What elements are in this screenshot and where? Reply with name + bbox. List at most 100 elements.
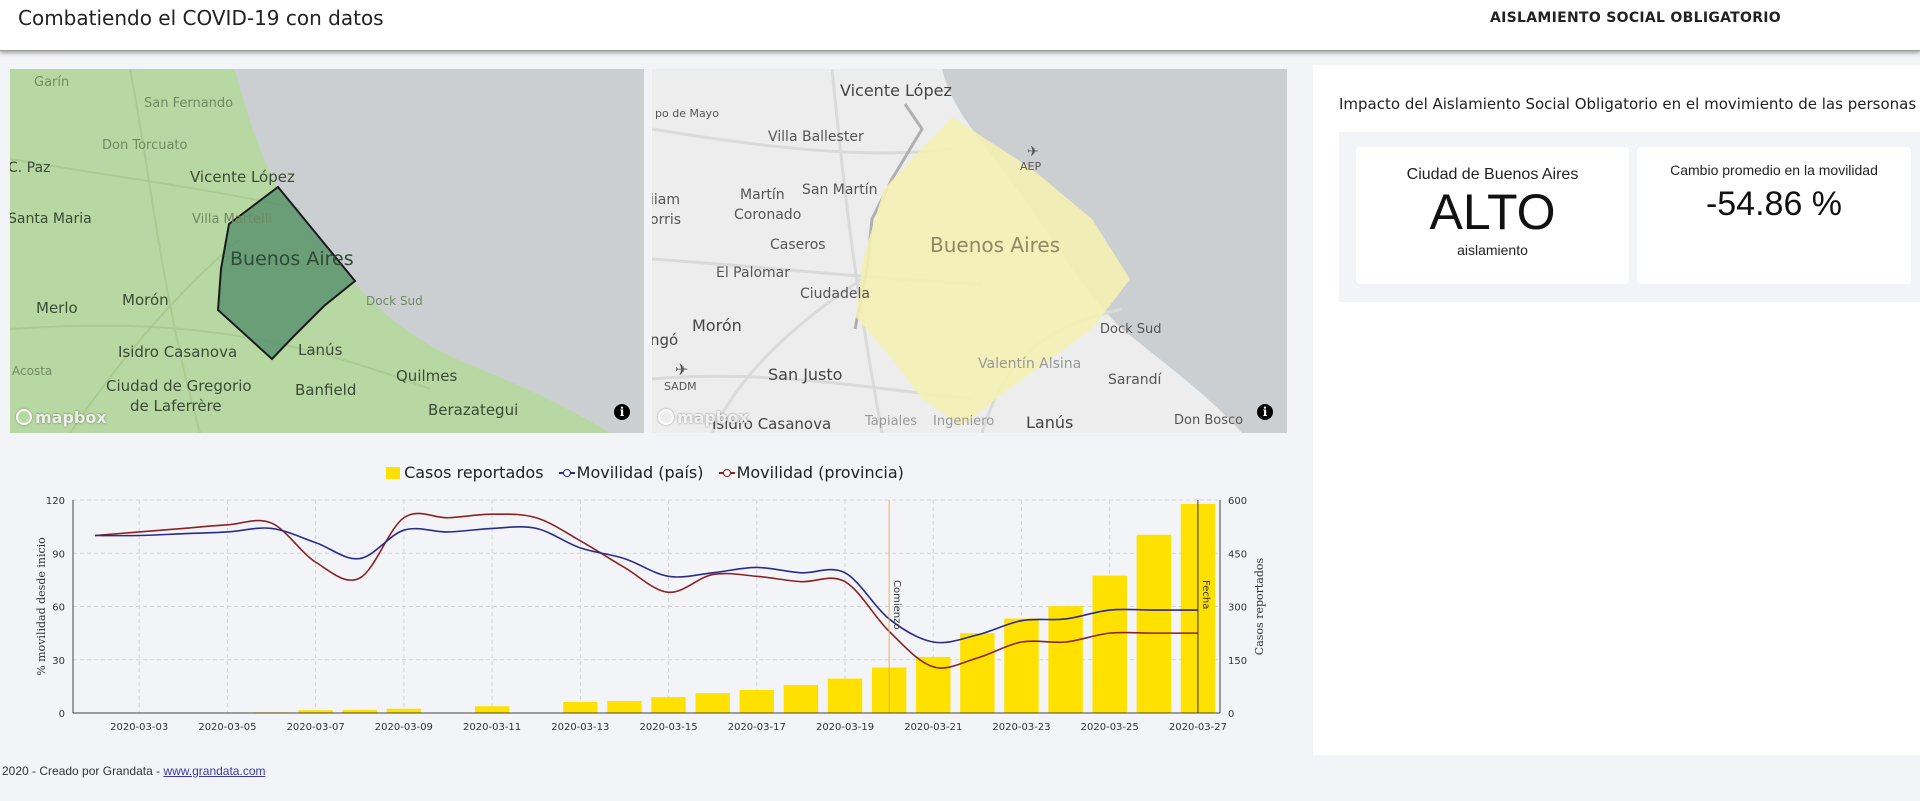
map-label: Ciudad de Gregorio — [106, 377, 252, 395]
caba-region — [856, 117, 1130, 426]
info-icon[interactable]: i — [614, 404, 630, 420]
map-label: Ingeniero — [933, 414, 994, 429]
map-label: Villa Ballester — [768, 129, 864, 145]
map-label: Acosta — [12, 364, 52, 378]
bar-casos — [960, 633, 995, 713]
y-tick-left: 120 — [46, 496, 65, 507]
map-label: Dock Sud — [366, 294, 423, 308]
y-tick-left: 90 — [52, 549, 65, 560]
map-label: Tapiales — [864, 414, 917, 429]
x-tick: 2020-03-27 — [1169, 722, 1227, 733]
y-axis-left-title: % movilidad desde inicio — [35, 537, 48, 676]
legend-casos[interactable]: Casos reportados — [386, 463, 544, 482]
footer-text: 2020 - Creado por Grandata - — [2, 764, 164, 778]
panel-title: Impacto del Aislamiento Social Obligator… — [1339, 95, 1917, 113]
map-label: Lanús — [1026, 413, 1073, 432]
map-label: C. Paz — [10, 160, 50, 176]
bar-casos — [651, 697, 686, 713]
card-mobility-label: Cambio promedio en la movilidad — [1670, 162, 1878, 178]
x-tick: 2020-03-05 — [198, 722, 256, 733]
map-right-canvas[interactable]: Vicente López po de Mayo Villa Ballester… — [652, 69, 1287, 433]
bar-casos — [916, 656, 951, 713]
map-label: Caseros — [770, 237, 826, 253]
mobility-chart: Casos reportados Movilidad (país) Movili… — [0, 455, 1290, 745]
map-label: Buenos Aires — [930, 233, 1060, 257]
bar-casos — [783, 684, 819, 713]
card-city-label: Ciudad de Buenos Aires — [1406, 166, 1579, 183]
map-label: El Palomar — [716, 265, 790, 281]
nav-link-aislamiento[interactable]: AISLAMIENTO SOCIAL OBLIGATORIO — [1490, 10, 1782, 26]
x-tick: 2020-03-17 — [728, 722, 786, 733]
map-label: iiam — [652, 192, 680, 208]
y-tick-left: 60 — [52, 603, 65, 614]
card-city-value: ALTO — [1429, 184, 1556, 240]
map-label: Isidro Casanova — [118, 343, 237, 361]
page-title: Combatiendo el COVID-19 con datos — [18, 6, 384, 30]
map-label: San Fernando — [144, 96, 233, 111]
airport-icon: ✈ — [1027, 143, 1039, 159]
legend-movilidad-pais[interactable]: Movilidad (país) — [558, 463, 703, 482]
x-tick: 2020-03-19 — [816, 722, 874, 733]
map-label: po de Mayo — [655, 107, 719, 120]
footer-link[interactable]: www.grandata.com — [163, 764, 266, 778]
info-icon[interactable]: i — [1257, 404, 1273, 420]
map-label: Coronado — [734, 207, 801, 223]
line-movilidad-pais — [95, 526, 1198, 644]
map-right[interactable]: Vicente López po de Mayo Villa Ballester… — [652, 69, 1287, 433]
x-tick: 2020-03-09 — [375, 722, 433, 733]
map-label: Garín — [34, 75, 69, 90]
map-label: San Martín — [802, 182, 877, 198]
map-label: Sarandí — [1108, 372, 1163, 388]
map-label: Isidro Casanova — [712, 415, 831, 433]
card-mobility-value: -54.86 % — [1705, 185, 1843, 223]
map-label: Berazategui — [428, 401, 518, 419]
mapbox-logo: mapbox — [16, 408, 107, 427]
airport-icon: ✈ — [675, 362, 688, 379]
cards-container: Ciudad de Buenos Aires ALTO aislamiento … — [1339, 132, 1920, 302]
event-label: Fecha — [1200, 580, 1211, 609]
map-left-canvas[interactable]: Garín San Fernando Don Torcuato C. Paz V… — [10, 69, 644, 433]
map-left[interactable]: Garín San Fernando Don Torcuato C. Paz V… — [10, 69, 644, 433]
footer: 2020 - Creado por Grandata - www.grandat… — [2, 764, 265, 778]
map-label: Villa Martelli — [192, 212, 272, 227]
map-label: Ciudadela — [800, 286, 870, 302]
map-label: Banfield — [295, 381, 356, 399]
y-tick-left: 30 — [52, 656, 65, 667]
map-label: SADM — [664, 380, 697, 393]
caba-region — [216, 185, 357, 361]
map-label: Quilmes — [396, 367, 457, 385]
legend-movilidad-provincia[interactable]: Movilidad (provincia) — [718, 463, 904, 482]
chart-legend: Casos reportados Movilidad (país) Movili… — [0, 463, 1290, 482]
bar-casos — [827, 678, 863, 713]
impact-panel: Impacto del Aislamiento Social Obligator… — [1313, 65, 1920, 755]
x-tick: 2020-03-21 — [904, 722, 962, 733]
x-tick: 2020-03-03 — [110, 722, 168, 733]
x-tick: 2020-03-15 — [639, 722, 697, 733]
bar-casos — [1048, 606, 1083, 713]
x-tick: 2020-03-25 — [1081, 722, 1139, 733]
card-city-sublabel: aislamiento — [1457, 242, 1528, 258]
bar-casos — [607, 700, 642, 713]
map-label: Martín — [740, 187, 785, 203]
map-label: orris — [652, 212, 681, 228]
map-label: Morón — [692, 316, 742, 335]
line-movilidad-provincia — [94, 512, 1198, 669]
x-tick: 2020-03-11 — [463, 722, 521, 733]
map-label: Don Bosco — [1174, 413, 1243, 428]
x-tick: 2020-03-07 — [287, 722, 345, 733]
bar-casos — [739, 689, 774, 713]
y-tick-right: 150 — [1228, 656, 1247, 667]
map-label: ngó — [652, 331, 678, 349]
map-label: Buenos Aires — [230, 248, 354, 270]
x-tick: 2020-03-23 — [992, 722, 1050, 733]
y-tick-right: 600 — [1228, 496, 1247, 507]
y-tick-left: 0 — [59, 709, 65, 720]
bar-casos — [695, 693, 730, 713]
top-bar: Combatiendo el COVID-19 con datos AISLAM… — [0, 0, 1920, 51]
map-label: Don Torcuato — [102, 138, 188, 153]
y-tick-right: 300 — [1228, 603, 1247, 614]
bar-casos — [1136, 534, 1172, 713]
map-label: Dock Sud — [1100, 322, 1162, 337]
x-tick: 2020-03-13 — [551, 722, 609, 733]
map-label: Santa Maria — [10, 211, 92, 227]
